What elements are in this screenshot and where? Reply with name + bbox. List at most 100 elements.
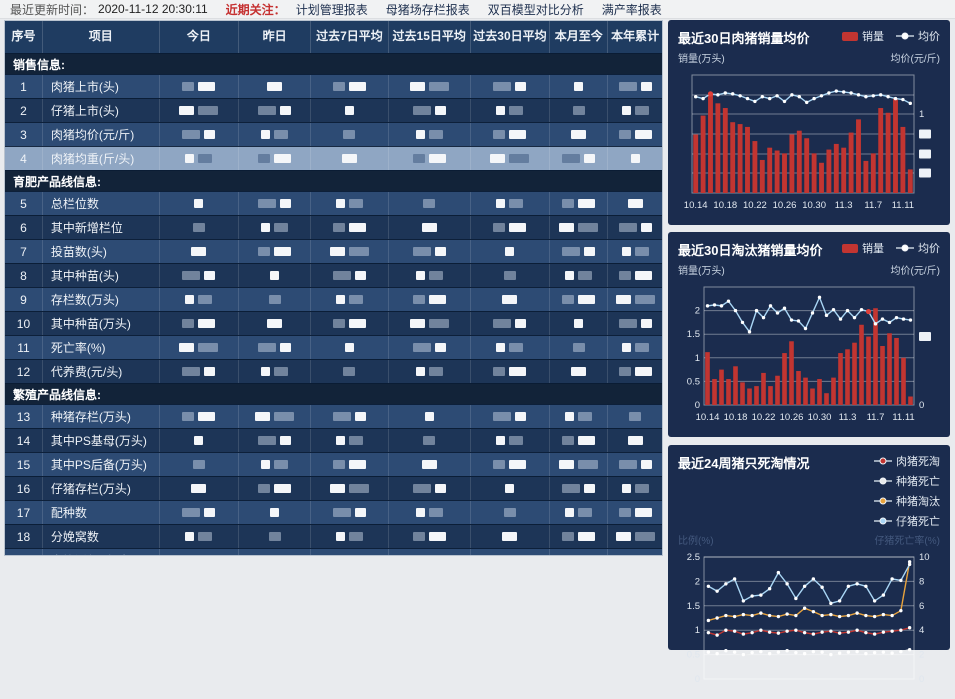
redacted-value [185, 532, 195, 541]
redacted-value [258, 484, 271, 493]
redacted-value [562, 484, 581, 493]
redacted-value [559, 223, 575, 232]
data-cell [550, 360, 609, 383]
svg-text:10: 10 [919, 552, 930, 563]
data-cell [389, 477, 471, 500]
legend-item[interactable]: 种猪死亡 [874, 473, 940, 489]
data-cell [239, 525, 312, 548]
redacted-value [409, 82, 425, 91]
redacted-value [185, 295, 195, 304]
row-label: 仔猪存栏(万头) [43, 477, 160, 500]
table-row[interactable]: 8 其中种苗(头) [5, 263, 662, 287]
legend-line-marker-icon [874, 457, 892, 465]
section-header: 销售信息: [5, 53, 662, 74]
legend-item[interactable]: 销量 [842, 28, 884, 44]
row-index: 6 [5, 216, 43, 239]
row-label: 总栏位数 [43, 192, 160, 215]
row-label: 配种数 [43, 501, 160, 524]
row-label: 存栏数(万头) [43, 288, 160, 311]
legend-line-marker-icon [896, 32, 914, 40]
data-cell [311, 264, 389, 287]
data-cell [550, 336, 609, 359]
svg-text:8: 8 [919, 576, 924, 587]
legend-item[interactable]: 均价 [896, 28, 940, 44]
redacted-value [509, 130, 527, 139]
redacted-value [348, 199, 363, 208]
data-cell [311, 312, 389, 335]
legend-item[interactable]: 仔猪死亡 [874, 513, 940, 529]
menu-item-model-compare[interactable]: 双百模型对比分析 [487, 2, 584, 17]
data-cell [550, 75, 609, 98]
table-row[interactable]: 16 仔猪存栏(万头) [5, 476, 662, 500]
redacted-value [198, 82, 216, 91]
redacted-value [615, 295, 631, 304]
data-cell [608, 429, 662, 452]
table-row[interactable]: 13 种猪存栏(万头) [5, 404, 662, 428]
redacted-value [505, 247, 515, 256]
redacted-value [493, 130, 506, 139]
row-index: 10 [5, 312, 43, 335]
table-row[interactable]: 2 仔猪上市(头) [5, 98, 662, 122]
redacted-value [198, 343, 219, 352]
redacted-value [274, 367, 289, 376]
legend-dot-icon [879, 517, 887, 525]
legend-item[interactable]: 均价 [896, 240, 940, 256]
table-row[interactable]: 17 配种数 [5, 500, 662, 524]
table-row[interactable]: 5 总栏位数 [5, 191, 662, 215]
table-row[interactable]: 3 肉猪均价(元/斤) [5, 122, 662, 146]
legend-item[interactable]: 销量 [842, 240, 884, 256]
svg-text:10.30: 10.30 [808, 412, 832, 423]
redacted-value [584, 484, 596, 493]
data-cell [239, 288, 312, 311]
legend-item[interactable]: 肉猪死淘 [874, 453, 940, 469]
redacted-value [629, 412, 642, 421]
data-cell [311, 501, 389, 524]
redacted-value [274, 154, 292, 163]
table-row[interactable]: 1 肉猪上市(头) [5, 74, 662, 98]
table-row[interactable]: 11 死亡率(%) [5, 335, 662, 359]
row-index: 1 [5, 75, 43, 98]
legend-dot-icon [901, 32, 909, 40]
redacted-value [270, 508, 280, 517]
table-row[interactable]: 15 其中PS后备(万头) [5, 452, 662, 476]
data-cell [311, 99, 389, 122]
table-row[interactable]: 6 其中新增栏位 [5, 215, 662, 239]
redacted-value [329, 247, 345, 256]
chart-canvas: 2.5 2 1.5 1 0.5 0 10 8 6 4 2 0 [678, 549, 940, 699]
table-row[interactable]: 14 其中PS基母(万头) [5, 428, 662, 452]
redacted-value [412, 247, 431, 256]
table-row[interactable]: 12 代养费(元/头) [5, 359, 662, 383]
data-cell [389, 264, 471, 287]
table-row[interactable]: 9 存栏数(万头) [5, 287, 662, 311]
redacted-value [182, 367, 201, 376]
svg-text:2: 2 [695, 306, 700, 317]
table-row[interactable]: 18 分娩窝数 [5, 524, 662, 548]
legend-item[interactable]: 种猪淘汰 [874, 493, 940, 509]
legend-dot-icon [879, 477, 887, 485]
redacted-value [640, 460, 652, 469]
table-row[interactable]: 19窝均活仔(头/窝) [5, 548, 662, 555]
row-label: 其中种苗(头) [43, 264, 160, 287]
redacted-value [502, 295, 518, 304]
data-cell [311, 525, 389, 548]
table-row[interactable]: 10 其中种苗(万头) [5, 311, 662, 335]
table-row[interactable]: 4 肉猪均重(斤/头) [5, 146, 662, 170]
menu-item-plan-report[interactable]: 计划管理报表 [295, 2, 368, 17]
redacted-value [578, 412, 593, 421]
data-cell [389, 312, 471, 335]
table-row[interactable]: 7 投苗数(头) [5, 239, 662, 263]
redacted-value [618, 82, 637, 91]
data-cell [239, 501, 312, 524]
col-header-index: 序号 [5, 21, 43, 53]
data-cell [608, 405, 662, 428]
data-cell [471, 147, 551, 170]
redacted-value [493, 319, 512, 328]
menu-item-capacity-report[interactable]: 满产率报表 [601, 2, 662, 17]
redacted-value [415, 508, 425, 517]
menu-item-sow-farm-report[interactable]: 母猪场存栏报表 [385, 2, 470, 17]
redacted-value [565, 271, 575, 280]
svg-text:10.18: 10.18 [724, 412, 748, 423]
row-label: 种猪存栏(万头) [43, 405, 160, 428]
redacted-value [627, 436, 643, 445]
redacted-value [329, 484, 345, 493]
